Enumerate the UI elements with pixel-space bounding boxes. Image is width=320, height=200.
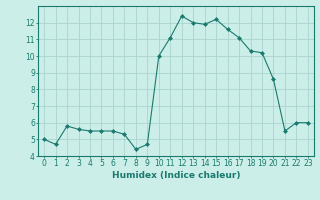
- X-axis label: Humidex (Indice chaleur): Humidex (Indice chaleur): [112, 171, 240, 180]
